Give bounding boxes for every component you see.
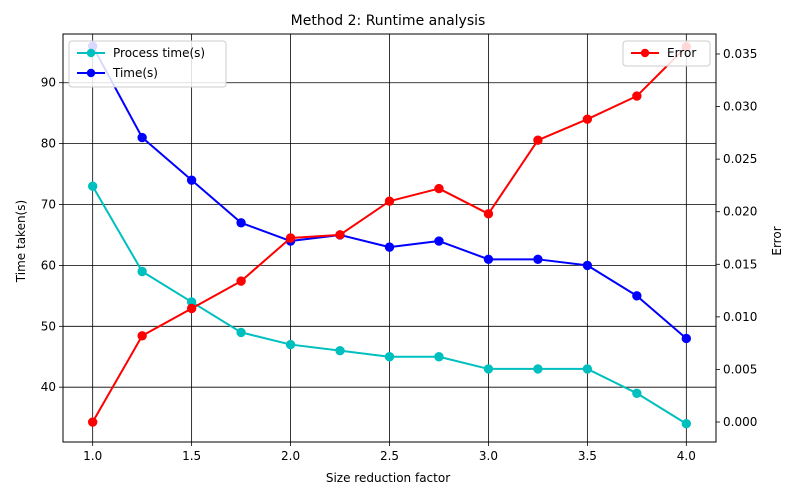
- legend-layer: Process time(s) Time(s) Error: [68, 40, 711, 88]
- data-point-process-time-s: [87, 181, 98, 191]
- x-tick-label: 2.5: [380, 449, 399, 463]
- data-point-process-time-s: [434, 352, 444, 362]
- data-point-process-time-s: [632, 388, 642, 398]
- data-point-error: [533, 135, 543, 145]
- data-point-time-s: [483, 254, 494, 265]
- legend-marker: [86, 48, 96, 58]
- x-tick-label: 1.5: [182, 449, 201, 463]
- y-tick-label: 40: [41, 380, 56, 394]
- data-point-error: [335, 230, 345, 240]
- legend-label: Process time(s): [113, 46, 205, 60]
- y-tick-label: 70: [41, 198, 56, 212]
- data-point-error: [186, 303, 197, 314]
- legend-right-box: [622, 40, 711, 67]
- y2-tick-label: 0.025: [723, 152, 757, 166]
- y2-tick-label: 0.010: [723, 310, 757, 324]
- data-point-time-s: [434, 236, 444, 246]
- y2-tick-label: 0.015: [723, 257, 757, 271]
- x-tick-label: 2.0: [281, 449, 300, 463]
- x-tick-label: 1.0: [83, 449, 102, 463]
- data-point-process-time-s: [335, 345, 345, 356]
- y-axis-label: Time taken(s): [14, 200, 28, 283]
- data-point-error: [632, 91, 642, 101]
- data-point-process-time-s: [137, 266, 147, 277]
- y2-tick-label: 0.005: [723, 362, 757, 376]
- data-point-process-time-s: [236, 327, 246, 338]
- data-point-process-time-s: [533, 364, 543, 374]
- x-tick-label: 4.0: [677, 449, 696, 463]
- data-point-time-s: [186, 175, 197, 185]
- x-tick-label: 3.0: [479, 449, 498, 463]
- ticks-layer: 1.0 1.5 2.0 2.5 3.0 3.5 4.0 40 50 60 70 80 90 0.000 0.…: [41, 47, 758, 463]
- data-point-process-time-s: [483, 364, 494, 374]
- y2-axis-label: Error: [770, 226, 784, 255]
- series-layer: [87, 41, 692, 429]
- data-point-process-time-s: [582, 364, 593, 374]
- data-point-error: [137, 331, 147, 341]
- data-point-error: [582, 114, 593, 124]
- legend-label: Time(s): [112, 66, 158, 80]
- data-point-error: [236, 276, 246, 286]
- x-tick-label: 3.5: [578, 449, 597, 463]
- data-point-error: [434, 183, 444, 194]
- y2-tick-label: 0.035: [723, 47, 757, 61]
- data-point-process-time-s: [384, 352, 395, 362]
- data-point-time-s: [236, 218, 246, 228]
- data-point-time-s: [582, 260, 593, 271]
- grid-layer: [63, 34, 716, 442]
- legend-marker: [640, 48, 650, 58]
- data-point-error: [384, 196, 395, 206]
- data-point-time-s: [384, 242, 395, 252]
- y-tick-label: 90: [41, 76, 56, 90]
- data-point-process-time-s: [285, 339, 296, 350]
- y2-tick-label: 0.000: [723, 415, 757, 429]
- data-point-time-s: [681, 333, 692, 344]
- y-tick-label: 80: [41, 137, 56, 151]
- data-point-error: [285, 233, 296, 243]
- data-point-time-s: [533, 254, 543, 265]
- legend-marker: [86, 68, 96, 78]
- data-point-time-s: [632, 291, 642, 301]
- y-tick-label: 60: [41, 258, 56, 272]
- y2-tick-label: 0.020: [723, 205, 757, 219]
- x-axis-label: Size reduction factor: [326, 471, 450, 485]
- data-point-error: [87, 417, 98, 427]
- y2-tick-label: 0.030: [723, 100, 757, 114]
- data-point-error: [483, 209, 494, 219]
- legend-left-box: [68, 40, 227, 88]
- legend-label: Error: [667, 46, 696, 60]
- chart-title: Method 2: Runtime analysis: [291, 13, 486, 29]
- data-point-process-time-s: [681, 419, 692, 429]
- y-tick-label: 50: [41, 319, 56, 333]
- data-point-time-s: [137, 132, 147, 143]
